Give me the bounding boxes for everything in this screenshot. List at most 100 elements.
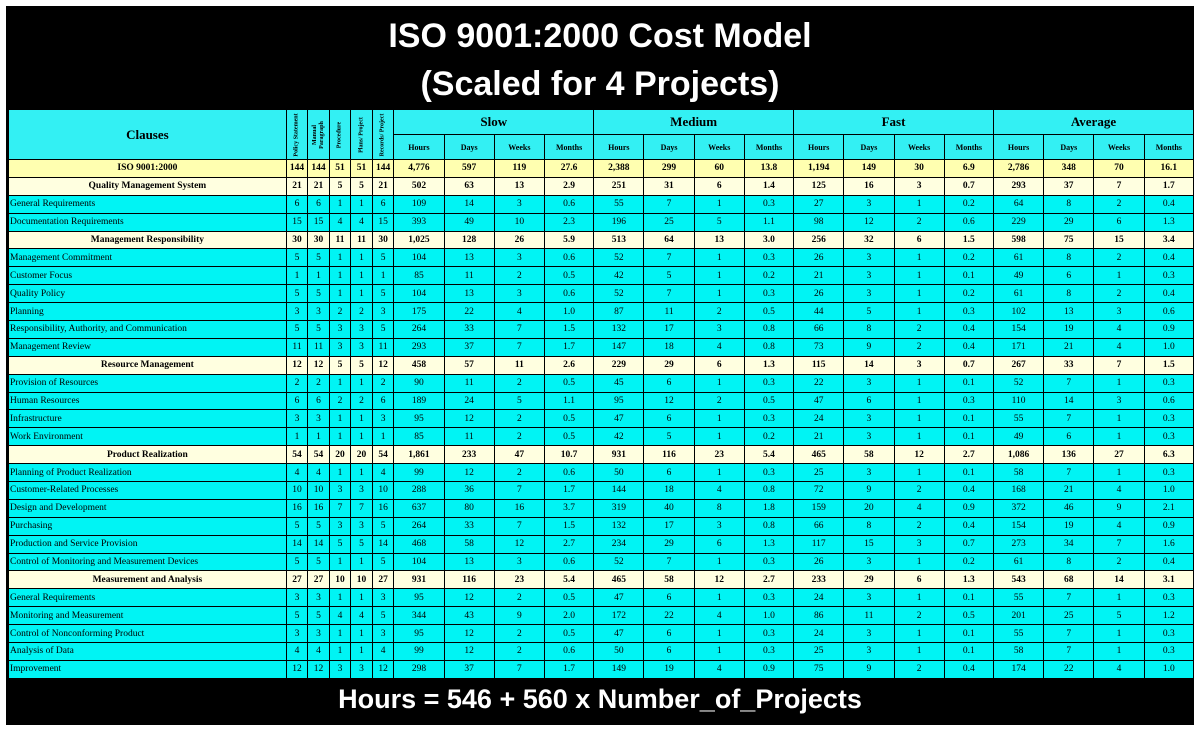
value-cell: 3 [693,320,745,339]
value-cell: 7 [643,284,695,304]
value-cell: 12 [893,445,945,465]
value-cell: 43 [443,606,495,626]
value-cell: 7 [493,659,545,679]
value-cell: 2 [493,588,545,608]
value-cell: 1.3 [743,355,795,375]
value-cell: 1 [350,427,373,447]
value-cell: 7 [1043,409,1095,429]
value-cell: 8 [1043,194,1095,214]
formula-footer: Hours = 546 + 560 x Number_of_Projects [338,684,862,714]
value-cell: 8 [1043,284,1095,304]
value-cell: 1 [693,248,745,268]
value-cell: 0.4 [943,516,994,536]
unit-header: Hours [992,134,1045,160]
value-cell: 1,861 [393,445,445,465]
value-cell: 117 [793,534,845,554]
value-cell: 6 [643,463,695,483]
cost-model-table: Clauses Policy Statement Manual Paragrap… [8,109,1195,679]
value-cell: 104 [393,248,445,268]
value-cell: 0.4 [943,337,994,357]
value-cell: 2 [893,481,945,500]
value-cell: 5 [328,534,352,554]
table-row: Analysis of Data 4 4 1 1 4 99 12 2 0.6 50 6 1 0.3 25 3 1… [8,642,1195,661]
value-cell: 1 [350,194,373,214]
value-cell: 931 [393,570,445,590]
clause-name-cell: Human Resources [8,391,287,411]
total-row: ISO 9001:2000 144 144 51 51 144 4,776 597 119 27.… [8,159,1195,178]
value-cell: 29 [643,534,695,554]
value-cell: 3 [493,194,545,214]
value-cell: 0.3 [743,373,795,393]
value-cell: 1 [350,284,373,304]
value-cell: 18 [643,481,695,500]
group-header-slow: Slow [393,109,595,135]
value-cell: 3 [843,552,895,572]
value-cell: 8 [1043,552,1095,572]
value-cell: 1,194 [793,159,845,178]
value-cell: 196 [593,212,645,232]
value-cell: 95 [393,624,445,644]
value-cell: 0.3 [743,194,795,214]
value-cell: 13 [493,176,545,196]
value-cell: 20 [350,445,373,465]
value-cell: 2.7 [543,534,595,554]
value-cell: 0.7 [943,355,994,375]
value-cell: 7 [493,481,545,500]
clause-name-cell: Responsibility, Authority, and Communica… [8,320,287,339]
value-cell: 1 [350,248,373,268]
value-cell: 37 [1043,176,1095,196]
value-cell: 7 [1093,534,1145,554]
table-row: Management Commitment 5 5 1 1 5 104 13 3 0.6 52 7 1 0… [8,248,1195,268]
value-cell: 513 [593,230,645,250]
section-row: Management Responsibility 30 30 11 11 30 1,025… [8,230,1195,250]
value-cell: 64 [992,194,1045,214]
value-cell: 58 [643,570,695,590]
value-cell: 3 [285,624,309,644]
value-cell: 22 [643,606,695,626]
value-cell: 85 [393,266,445,286]
value-cell: 6 [307,194,330,214]
value-cell: 0.4 [943,659,994,679]
value-cell: 4 [328,606,352,626]
value-cell: 8 [843,320,895,339]
value-cell: 0.1 [943,463,994,483]
value-cell: 5 [371,320,395,339]
value-cell: 5 [350,355,373,375]
value-cell: 15 [1093,230,1145,250]
value-cell: 37 [443,337,495,357]
value-cell: 54 [307,445,330,465]
value-cell: 0.5 [743,302,795,322]
value-cell: 58 [992,463,1045,483]
value-cell: 1.0 [1143,337,1195,357]
value-cell: 1 [350,373,373,393]
value-cell: 95 [593,391,645,411]
value-cell: 55 [992,409,1045,429]
value-cell: 1 [693,194,745,214]
value-cell: 2 [493,409,545,429]
value-cell: 2 [493,624,545,644]
clause-name-cell: Planning of Product Realization [8,463,287,483]
table-row: Human Resources 6 6 2 2 6 189 24 5 1.1 95 12 2 0.5 47 6… [8,391,1195,411]
value-cell: 6 [371,391,395,411]
value-cell: 12 [443,642,495,661]
clause-name-cell: Purchasing [8,516,287,536]
value-cell: 0.5 [543,624,595,644]
value-cell: 0.9 [1143,516,1195,536]
value-cell: 1 [693,624,745,644]
value-cell: 57 [443,355,495,375]
value-cell: 2 [893,212,945,232]
value-cell: 52 [593,284,645,304]
value-cell: 132 [593,320,645,339]
value-cell: 175 [393,302,445,322]
value-cell: 0.1 [943,642,994,661]
value-cell: 12 [371,355,395,375]
value-cell: 33 [1043,355,1095,375]
value-cell: 6 [893,570,945,590]
value-cell: 13 [693,230,745,250]
value-cell: 348 [1043,159,1095,178]
value-cell: 1.5 [943,230,994,250]
section-row: Quality Management System 21 21 5 5 21 502 63 13… [8,176,1195,196]
value-cell: 98 [793,212,845,232]
value-cell: 11 [843,606,895,626]
value-cell: 12 [285,355,309,375]
